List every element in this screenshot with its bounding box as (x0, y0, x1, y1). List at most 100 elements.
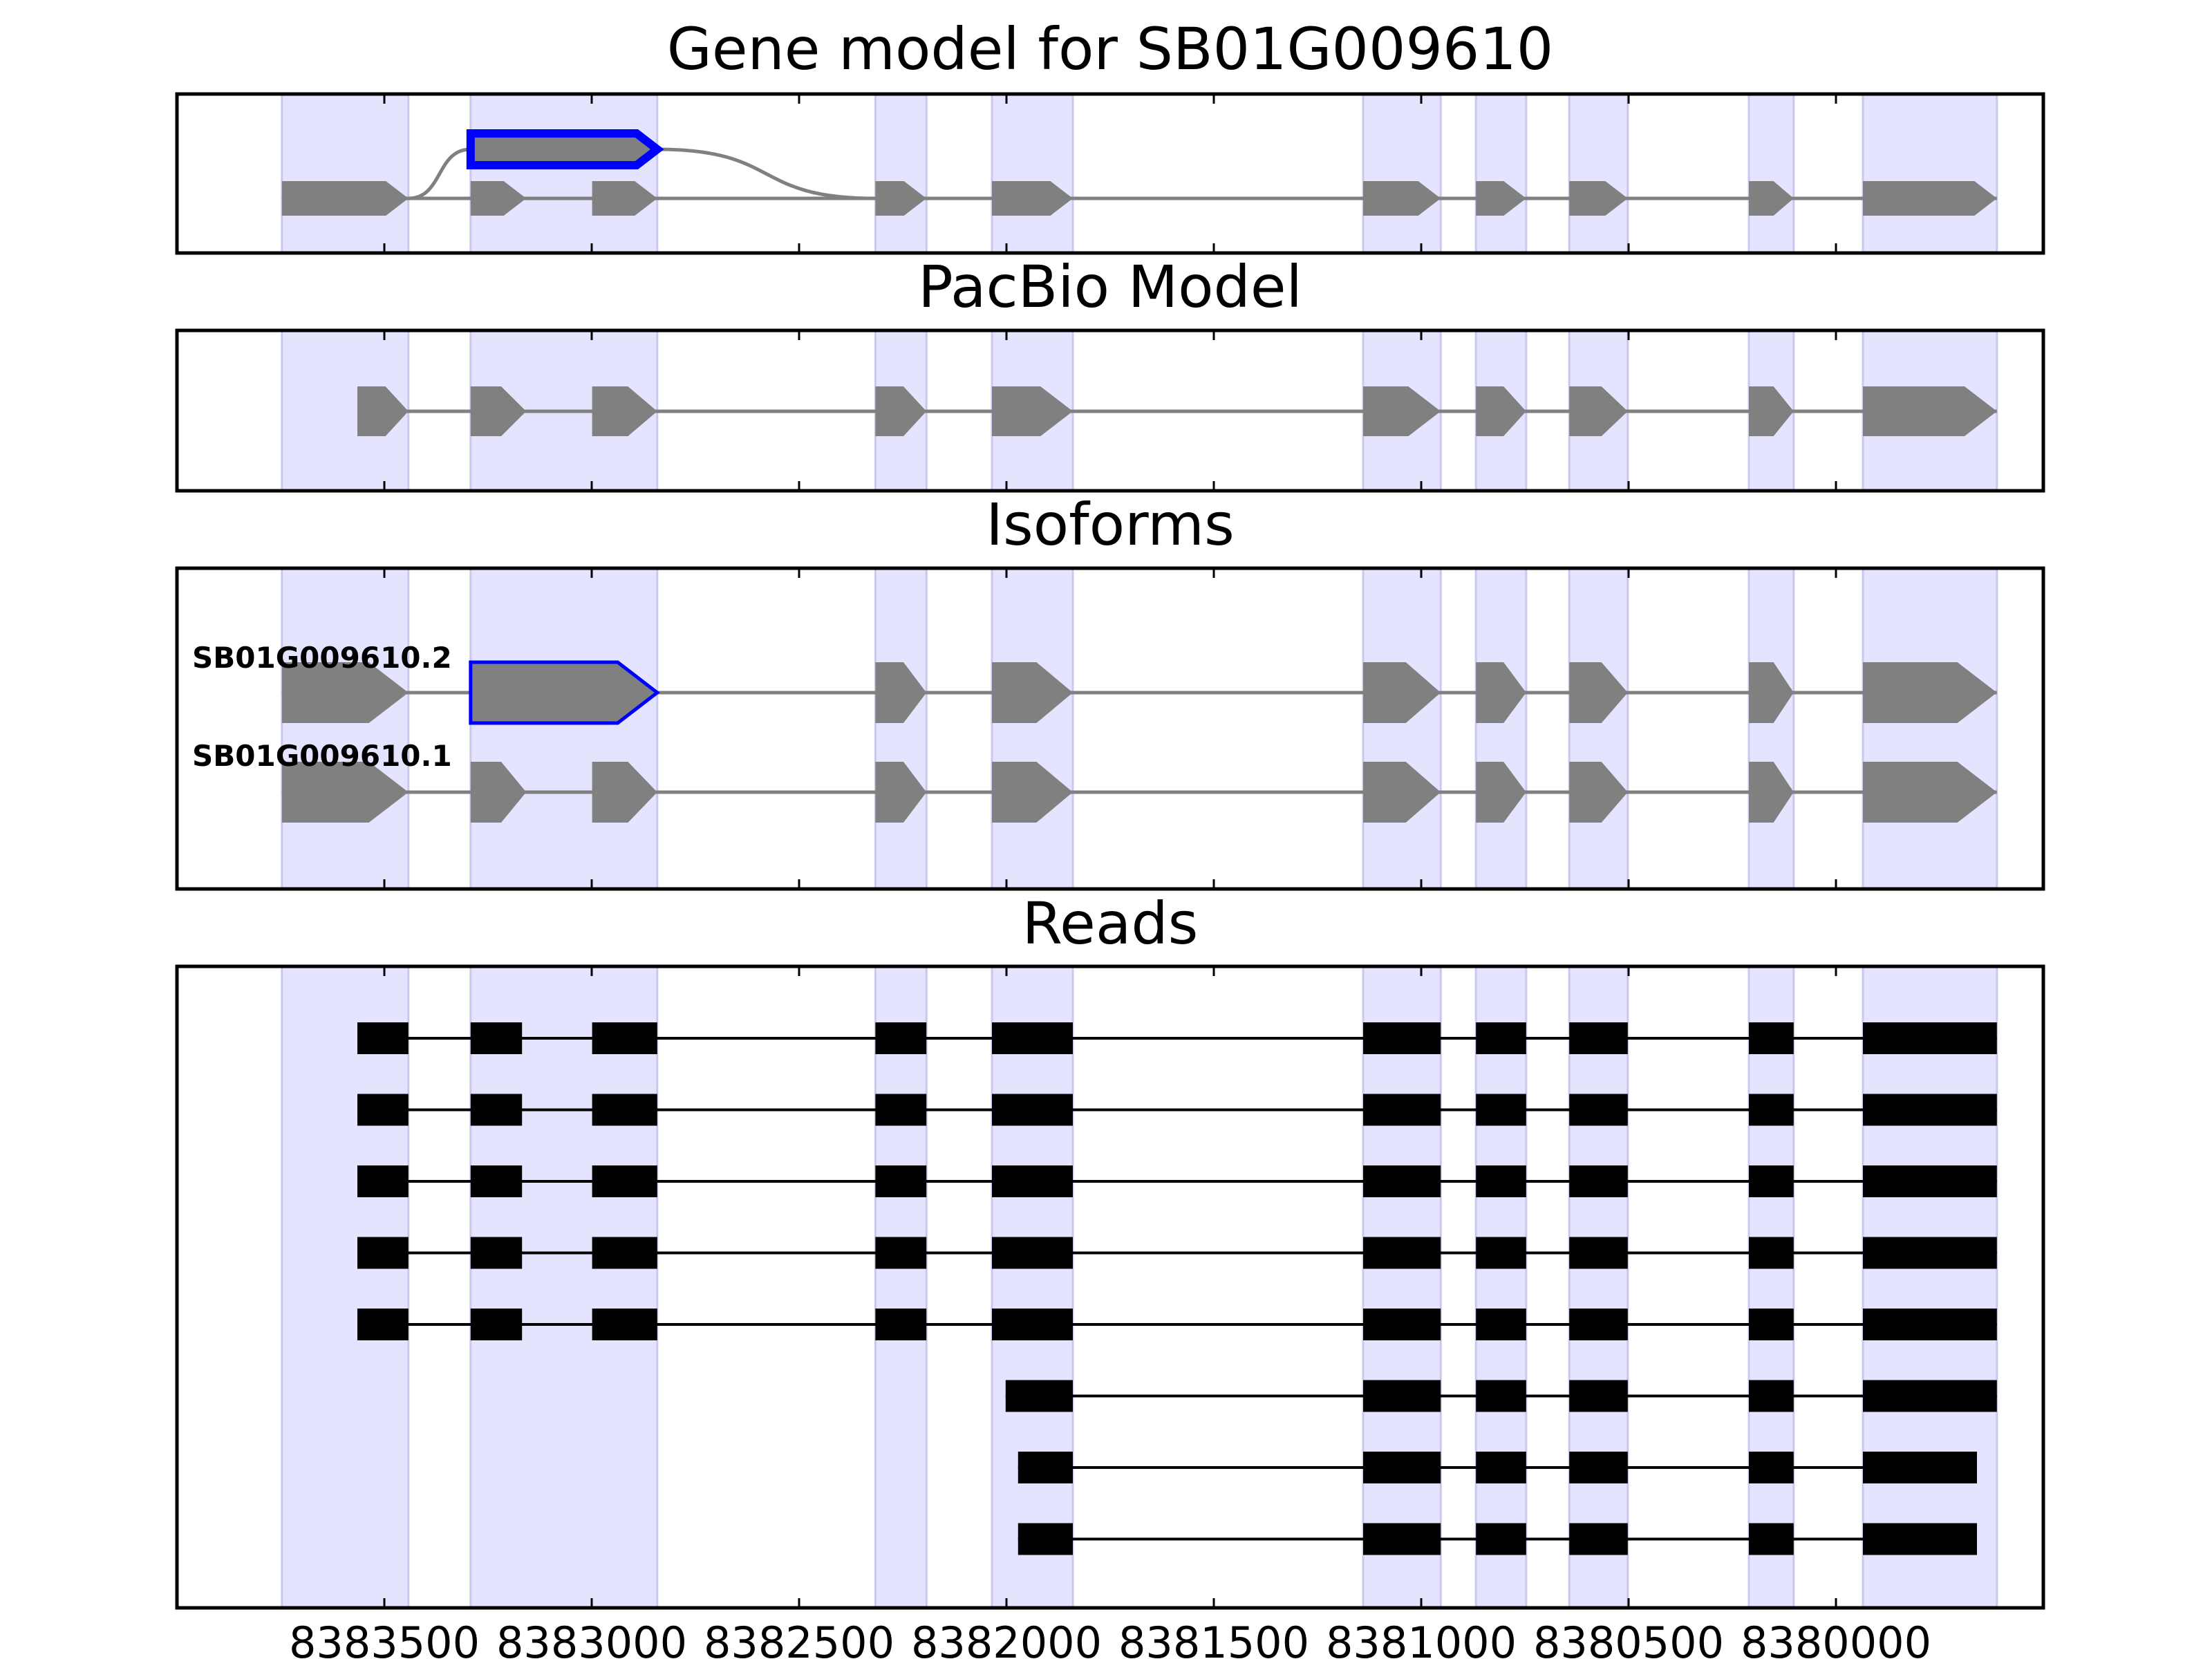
isoforms-highlight-region (874, 567, 928, 890)
read-block (1363, 1523, 1441, 1555)
read-block (875, 1165, 927, 1197)
read-block (1863, 1309, 1997, 1340)
gene-model-highlight-region (281, 93, 410, 254)
isoforms-highlight-region (1568, 567, 1629, 890)
read-block (1749, 1094, 1794, 1126)
read-block (1476, 1094, 1526, 1126)
gene-model-highlight-region (1568, 93, 1629, 254)
isoforms-labels: SB01G009610.2 SB01G009610.1 (192, 641, 452, 773)
isoform-label-2: SB01G009610.2 (192, 641, 452, 675)
gene-model-exon (470, 181, 527, 216)
x-tick-label: 8383000 (496, 1618, 687, 1659)
reads-highlight-region (991, 965, 1074, 1609)
read-block (1863, 1094, 1997, 1126)
isoforms-title: Isoforms (986, 491, 1235, 559)
isoforms-highlight-regions (281, 567, 1998, 890)
read-block (1863, 1523, 1977, 1555)
read-block (1749, 1523, 1794, 1555)
pacbio-exon (1476, 386, 1526, 436)
reads-exons (357, 1022, 1997, 1555)
isoforms-highlight-region (1474, 567, 1528, 890)
isoform-2-selected-exon (469, 660, 660, 725)
isoform-1-exon (470, 762, 527, 823)
isoforms-exons (281, 660, 1997, 823)
gene-model-highlight-region (1862, 93, 1998, 254)
pacbio-ticks (383, 330, 1837, 491)
read-block (1476, 1309, 1526, 1340)
isoform-2-exon (1863, 662, 1997, 723)
gene-model-exon (1749, 181, 1794, 216)
gene-model-highlight-region (991, 93, 1074, 254)
read-block (357, 1094, 409, 1126)
isoforms-highlight-region (1862, 567, 1998, 890)
read-block (357, 1022, 409, 1054)
read-block (592, 1309, 657, 1340)
gene-model-exon (1476, 181, 1526, 216)
read-block (592, 1022, 657, 1054)
isoform-2-exon (1363, 662, 1441, 723)
read-block (875, 1309, 927, 1340)
x-tick-label: 8380000 (1741, 1618, 1931, 1659)
read-block (1363, 1022, 1441, 1054)
read-block (1569, 1094, 1628, 1126)
pacbio-exon (470, 386, 527, 436)
read-block (1363, 1452, 1441, 1483)
read-block (592, 1094, 657, 1126)
gene-model-exon (875, 181, 927, 216)
read-block (1863, 1452, 1977, 1483)
read-block (992, 1237, 1073, 1269)
pacbio-model-title: PacBio Model (918, 253, 1302, 321)
read-block (1476, 1237, 1526, 1269)
read-block (1863, 1022, 1997, 1054)
read-block (1569, 1523, 1628, 1555)
isoform-2-exon (281, 662, 409, 723)
isoforms-highlight-region (469, 567, 659, 890)
isoform-1-exon (1363, 762, 1441, 823)
read-block (1749, 1380, 1794, 1412)
isoforms-highlight-region (991, 567, 1074, 890)
x-tick-label: 8383500 (289, 1618, 480, 1659)
isoform-2-exon (1476, 662, 1526, 723)
gene-model-highlight-region (469, 93, 659, 254)
isoforms-frame (175, 566, 2045, 891)
read-block (875, 1022, 927, 1054)
read-block (357, 1237, 409, 1269)
read-block (992, 1022, 1073, 1054)
reads-highlight-region (1862, 965, 1998, 1609)
x-tick-label: 8380500 (1533, 1618, 1724, 1659)
gene-model-introns (281, 147, 1997, 200)
isoforms-highlight-region (281, 567, 410, 890)
read-block (1569, 1022, 1628, 1054)
isoform-1-exon (1863, 762, 1997, 823)
read-block (1363, 1309, 1441, 1340)
read-block (992, 1165, 1073, 1197)
read-block (1363, 1165, 1441, 1197)
gene-model-highlight-region (1362, 93, 1442, 254)
reads-highlight-region (1747, 965, 1795, 1609)
x-axis-tick-labels: 8383500 8383000 8382500 8382000 8381500 83810… (289, 1618, 1931, 1659)
isoform-2-exon (1749, 662, 1794, 723)
gene-model-highlight-region (1474, 93, 1528, 254)
pacbio-exon (1363, 386, 1441, 436)
isoforms-highlight-region (1747, 567, 1795, 890)
read-block (1363, 1237, 1441, 1269)
read-block (470, 1165, 523, 1197)
pacbio-exon (592, 386, 657, 436)
read-block (1476, 1165, 1526, 1197)
read-block (1863, 1237, 1997, 1269)
gene-model-panel (175, 92, 2045, 255)
read-block (1018, 1523, 1073, 1555)
gene-model-exon (592, 181, 657, 216)
read-block (992, 1094, 1073, 1126)
read-block (1569, 1380, 1628, 1412)
gene-model-ticks (383, 94, 1837, 253)
isoform-1-exon (592, 762, 657, 823)
isoform-1-exon (992, 762, 1073, 823)
pacbio-exon (357, 386, 409, 436)
read-block (1863, 1380, 1997, 1412)
pacbio-exon (1569, 386, 1628, 436)
read-block (592, 1165, 657, 1197)
pacbio-exon (992, 386, 1073, 436)
read-block (1476, 1452, 1526, 1483)
